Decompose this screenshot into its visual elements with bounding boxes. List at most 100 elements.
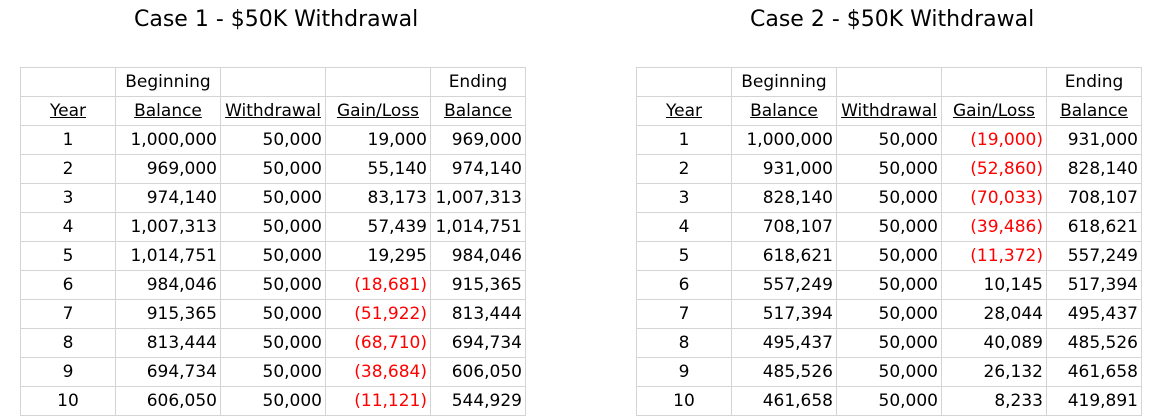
year-cell: 3	[636, 183, 732, 213]
header-row-top: Beginning Ending	[20, 67, 526, 97]
year-cell: 2	[636, 154, 732, 184]
withdrawal-cell: 50,000	[836, 357, 942, 387]
ending-balance-cell: 495,437	[1046, 299, 1142, 329]
table-row: 4 1,007,313 50,000 57,439 1,014,751	[20, 212, 526, 242]
withdrawal-cell: 50,000	[220, 154, 326, 184]
header-gain-loss-label: Gain/Loss	[336, 101, 420, 121]
header-cell-empty	[836, 67, 942, 97]
gain-loss-cell: 8,233	[941, 386, 1047, 416]
beginning-balance-cell: 1,014,751	[115, 241, 221, 271]
withdrawal-cell: 50,000	[220, 270, 326, 300]
year-cell: 9	[20, 357, 116, 387]
withdrawal-cell: 50,000	[220, 386, 326, 416]
withdrawal-cell: 50,000	[220, 183, 326, 213]
case-1-table-body: Beginning Ending Year Balance Withdrawal…	[20, 67, 526, 416]
beginning-balance-cell: 618,621	[731, 241, 837, 271]
beginning-balance-cell: 1,000,000	[731, 125, 837, 155]
header-row-top: Beginning Ending	[636, 67, 1142, 97]
header-row: Year Balance Withdrawal Gain/Loss Balanc…	[636, 96, 1142, 126]
withdrawal-cell: 50,000	[220, 212, 326, 242]
beginning-balance-cell: 1,000,000	[115, 125, 221, 155]
header-cell-empty	[325, 67, 431, 97]
beginning-balance-cell: 495,437	[731, 328, 837, 358]
year-cell: 8	[20, 328, 116, 358]
header-cell-empty	[941, 67, 1047, 97]
beginning-balance-cell: 461,658	[731, 386, 837, 416]
ending-balance-cell: 828,140	[1046, 154, 1142, 184]
case-2-table-body: Beginning Ending Year Balance Withdrawal…	[636, 67, 1142, 416]
ending-balance-cell: 1,007,313	[430, 183, 526, 213]
header-gain-loss: Gain/Loss	[941, 96, 1047, 126]
case-1-table: Beginning Ending Year Balance Withdrawal…	[20, 67, 526, 416]
gain-loss-cell: (11,372)	[941, 241, 1047, 271]
ending-balance-cell: 544,929	[430, 386, 526, 416]
beginning-balance-cell: 931,000	[731, 154, 837, 184]
header-gain-loss-label: Gain/Loss	[952, 101, 1036, 121]
beginning-balance-cell: 813,444	[115, 328, 221, 358]
table-row: 6 984,046 50,000 (18,681) 915,365	[20, 270, 526, 300]
header-year: Year	[20, 96, 116, 126]
year-cell: 8	[636, 328, 732, 358]
header-beginning: Beginning	[115, 67, 221, 97]
table-row: 3 974,140 50,000 83,173 1,007,313	[20, 183, 526, 213]
header-beginning: Beginning	[731, 67, 837, 97]
table-row: 3 828,140 50,000 (70,033) 708,107	[636, 183, 1142, 213]
table-row: 10 461,658 50,000 8,233 419,891	[636, 386, 1142, 416]
header-balance: Balance	[731, 96, 837, 126]
ending-balance-cell: 557,249	[1046, 241, 1142, 271]
table-row: 5 618,621 50,000 (11,372) 557,249	[636, 241, 1142, 271]
withdrawal-cell: 50,000	[836, 125, 942, 155]
gain-loss-cell: 19,295	[325, 241, 431, 271]
withdrawal-cell: 50,000	[836, 212, 942, 242]
gain-loss-cell: (19,000)	[941, 125, 1047, 155]
withdrawal-cell: 50,000	[220, 241, 326, 271]
withdrawal-cell: 50,000	[836, 299, 942, 329]
gain-loss-cell: 28,044	[941, 299, 1047, 329]
table-row: 2 969,000 50,000 55,140 974,140	[20, 154, 526, 184]
year-cell: 4	[20, 212, 116, 242]
header-ending-balance-label: Balance	[444, 101, 512, 121]
beginning-balance-cell: 974,140	[115, 183, 221, 213]
header-withdrawal-label: Withdrawal	[841, 101, 937, 121]
year-cell: 10	[636, 386, 732, 416]
ending-balance-cell: 517,394	[1046, 270, 1142, 300]
beginning-balance-cell: 557,249	[731, 270, 837, 300]
header-balance-label: Balance	[750, 101, 818, 121]
table-row: 10 606,050 50,000 (11,121) 544,929	[20, 386, 526, 416]
header-ending-balance: Balance	[1046, 96, 1142, 126]
gain-loss-cell: (68,710)	[325, 328, 431, 358]
gain-loss-cell: (52,860)	[941, 154, 1047, 184]
ending-balance-cell: 969,000	[430, 125, 526, 155]
gain-loss-cell: 83,173	[325, 183, 431, 213]
case-1-title: Case 1 - $50K Withdrawal	[134, 7, 419, 32]
case-2-title: Case 2 - $50K Withdrawal	[750, 7, 1035, 32]
beginning-balance-cell: 708,107	[731, 212, 837, 242]
table-row: 6 557,249 50,000 10,145 517,394	[636, 270, 1142, 300]
gain-loss-cell: (11,121)	[325, 386, 431, 416]
withdrawal-cell: 50,000	[220, 299, 326, 329]
withdrawal-cell: 50,000	[220, 328, 326, 358]
table-row: 1 1,000,000 50,000 (19,000) 931,000	[636, 125, 1142, 155]
year-cell: 2	[20, 154, 116, 184]
header-cell-empty	[20, 67, 116, 97]
ending-balance-cell: 931,000	[1046, 125, 1142, 155]
ending-balance-cell: 984,046	[430, 241, 526, 271]
table-row: 4 708,107 50,000 (39,486) 618,621	[636, 212, 1142, 242]
ending-balance-cell: 618,621	[1046, 212, 1142, 242]
gain-loss-cell: 26,132	[941, 357, 1047, 387]
withdrawal-cell: 50,000	[220, 125, 326, 155]
beginning-balance-cell: 606,050	[115, 386, 221, 416]
beginning-balance-cell: 485,526	[731, 357, 837, 387]
header-withdrawal: Withdrawal	[836, 96, 942, 126]
year-cell: 1	[20, 125, 116, 155]
table-row: 1 1,000,000 50,000 19,000 969,000	[20, 125, 526, 155]
gain-loss-cell: 10,145	[941, 270, 1047, 300]
beginning-balance-cell: 984,046	[115, 270, 221, 300]
year-cell: 4	[636, 212, 732, 242]
year-cell: 7	[20, 299, 116, 329]
table-row: 9 485,526 50,000 26,132 461,658	[636, 357, 1142, 387]
header-ending: Ending	[1046, 67, 1142, 97]
header-year: Year	[636, 96, 732, 126]
withdrawal-cell: 50,000	[836, 328, 942, 358]
gain-loss-cell: (38,684)	[325, 357, 431, 387]
